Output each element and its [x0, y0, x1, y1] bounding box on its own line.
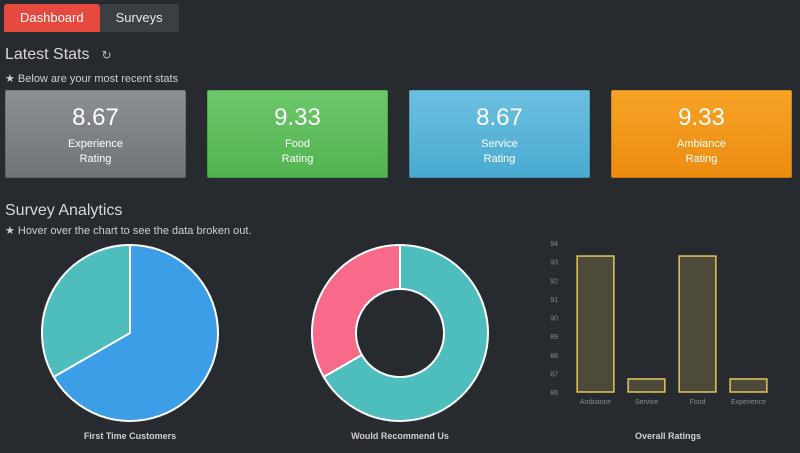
- stat-card-food: 9.33 Food Rating: [207, 90, 388, 178]
- bar-experience[interactable]: [729, 378, 768, 393]
- stat-card-service: 8.67 Service Rating: [409, 90, 590, 178]
- stat-sublabel: Rating: [79, 153, 112, 165]
- slice-yes[interactable]: [41, 243, 131, 379]
- latest-stats-title: Latest Stats: [5, 46, 90, 63]
- tab-surveys[interactable]: Surveys: [99, 4, 179, 32]
- tab-dashboard[interactable]: Dashboard: [4, 4, 100, 32]
- slice-no[interactable]: [311, 243, 401, 379]
- x-tick-label: Ambiance: [580, 399, 611, 406]
- stat-card-ambiance: 9.33 Ambiance Rating: [611, 90, 792, 178]
- stat-label: Ambiance: [677, 138, 726, 150]
- y-tick-label: 86: [550, 390, 558, 397]
- stat-label: Experience: [67, 138, 124, 150]
- y-tick-label: 87: [550, 371, 558, 378]
- y-tick-label: 94: [550, 241, 558, 248]
- bar-service[interactable]: [627, 378, 666, 393]
- first-time-customers-title: First Time Customers: [83, 431, 177, 441]
- survey-analytics-note: ★ Hover over the chart to see the data b…: [5, 225, 252, 237]
- latest-stats-note: ★ Below are your most recent stats: [5, 73, 179, 85]
- bar-food[interactable]: [678, 255, 717, 393]
- survey-analytics-title: Survey Analytics: [5, 202, 123, 219]
- would-recommend-donut[interactable]: [310, 243, 490, 423]
- y-tick-label: 93: [550, 260, 558, 267]
- latest-stats-heading: Latest Stats ↻: [5, 46, 112, 64]
- y-tick-label: 89: [550, 334, 558, 341]
- stat-label: Food: [284, 138, 311, 150]
- y-tick-label: 90: [550, 316, 558, 323]
- nav-tabs: Dashboard Surveys: [4, 4, 179, 32]
- stat-sublabel: Rating: [685, 153, 718, 165]
- x-tick-label: Service: [635, 399, 658, 406]
- stat-value: 9.33: [274, 104, 321, 131]
- refresh-icon[interactable]: ↻: [101, 48, 112, 62]
- x-tick-label: Food: [690, 399, 706, 406]
- stat-sublabel: Rating: [281, 153, 314, 165]
- stat-card-experience: 8.67 Experience Rating: [5, 90, 186, 178]
- would-recommend-title: Would Recommend Us: [351, 431, 449, 441]
- x-tick-label: Experience: [731, 399, 766, 406]
- overall-ratings-title: Overall Ratings: [634, 431, 702, 441]
- y-tick-label: 92: [550, 278, 558, 285]
- stat-value: 8.67: [476, 104, 523, 131]
- first-time-customers-pie[interactable]: [40, 243, 220, 423]
- y-tick-label: 88: [550, 353, 558, 360]
- overall-ratings-bar-chart[interactable]: 86 87 88 89 90 91 92 93 94 Ambiance Service Food Exp…: [540, 236, 780, 411]
- stat-label: Service: [481, 138, 518, 150]
- stat-sublabel: Rating: [483, 153, 516, 165]
- stat-value: 9.33: [678, 104, 725, 131]
- slice-no[interactable]: [52, 243, 219, 422]
- stat-value: 8.67: [72, 104, 119, 131]
- slice-yes[interactable]: [322, 243, 489, 422]
- y-tick-label: 91: [550, 297, 558, 304]
- bar-ambiance[interactable]: [576, 255, 615, 393]
